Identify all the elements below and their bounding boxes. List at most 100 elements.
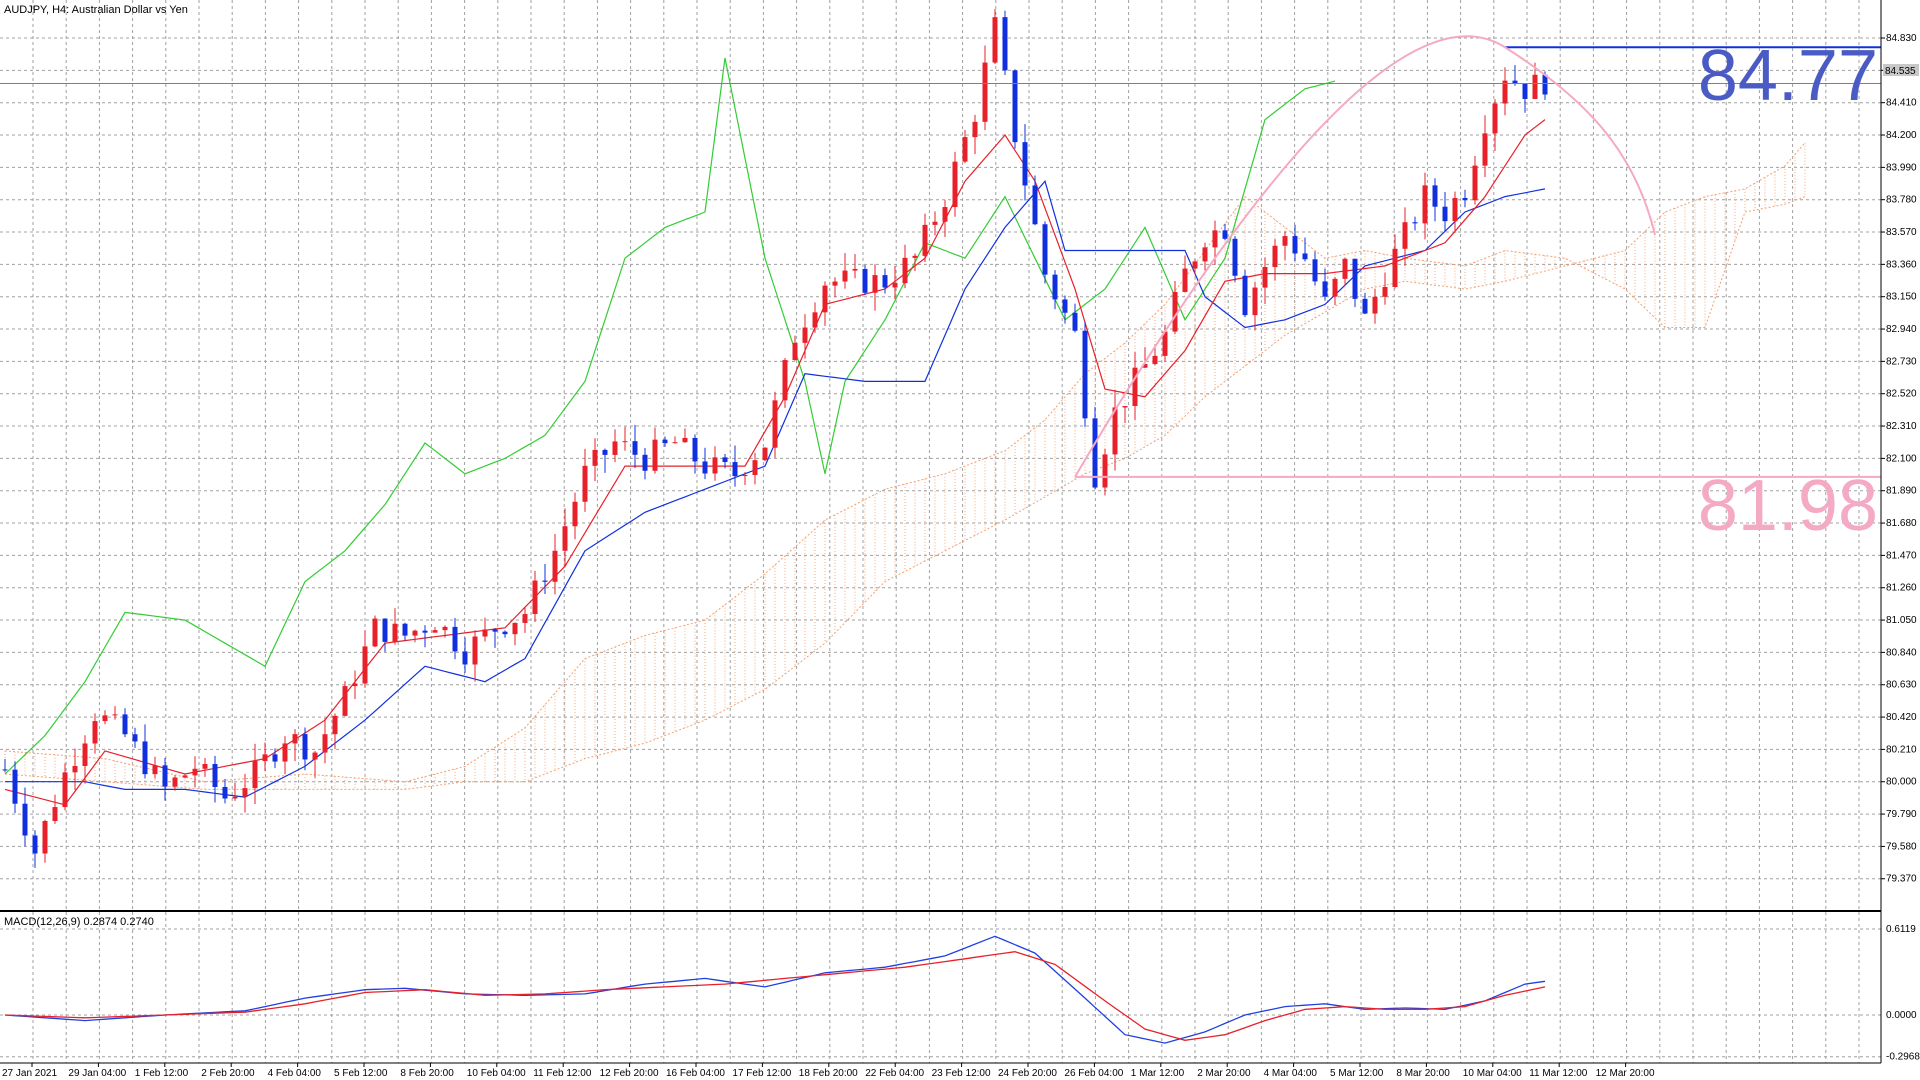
candle-body[interactable] — [492, 629, 498, 632]
candle-body[interactable] — [1072, 312, 1078, 331]
candle[interactable] — [1142, 347, 1148, 369]
candle-body[interactable] — [1252, 287, 1258, 316]
candle-body[interactable] — [522, 614, 528, 623]
candle[interactable] — [172, 774, 178, 791]
candle-body[interactable] — [342, 686, 348, 716]
candle-body[interactable] — [712, 457, 718, 474]
candle[interactable] — [472, 630, 478, 682]
candle-body[interactable] — [842, 270, 848, 282]
candle[interactable] — [902, 244, 908, 289]
candle[interactable] — [482, 617, 488, 642]
candle[interactable] — [1282, 231, 1288, 261]
candle-body[interactable] — [1162, 331, 1168, 356]
candle[interactable] — [662, 436, 668, 447]
candle-body[interactable] — [392, 623, 398, 642]
candle[interactable] — [42, 819, 48, 863]
candle-body[interactable] — [852, 268, 858, 271]
candle[interactable] — [142, 724, 148, 779]
candle[interactable] — [92, 713, 98, 754]
candle[interactable] — [82, 735, 88, 784]
candle-body[interactable] — [542, 580, 548, 582]
candle-body[interactable] — [2, 769, 8, 771]
candle[interactable] — [222, 778, 228, 804]
candle[interactable] — [562, 508, 568, 568]
candle[interactable] — [512, 622, 518, 646]
candle-body[interactable] — [532, 580, 538, 615]
candle-body[interactable] — [862, 268, 868, 293]
candle-body[interactable] — [762, 447, 768, 461]
candles[interactable] — [2, 8, 1548, 868]
candle[interactable] — [892, 266, 898, 299]
candle-body[interactable] — [1512, 80, 1518, 85]
candle[interactable] — [242, 773, 248, 813]
candle-body[interactable] — [822, 285, 828, 313]
candle-body[interactable] — [582, 465, 588, 502]
candle-body[interactable] — [1302, 253, 1308, 260]
candle[interactable] — [492, 628, 498, 648]
candle-body[interactable] — [722, 457, 728, 463]
candle[interactable] — [982, 45, 988, 131]
candle-body[interactable] — [32, 835, 38, 854]
candle[interactable] — [572, 492, 578, 540]
candle[interactable] — [732, 445, 738, 487]
candle-body[interactable] — [472, 636, 478, 665]
candle-body[interactable] — [182, 775, 188, 778]
candle[interactable] — [1442, 191, 1448, 232]
candle[interactable] — [882, 268, 888, 294]
candle[interactable] — [1082, 321, 1088, 427]
candle-body[interactable] — [802, 327, 808, 343]
candle-body[interactable] — [592, 449, 598, 466]
candle-body[interactable] — [122, 714, 128, 735]
candle[interactable] — [232, 783, 238, 801]
candle-body[interactable] — [782, 360, 788, 401]
candle[interactable] — [642, 447, 648, 480]
candle-body[interactable] — [882, 275, 888, 288]
candle-body[interactable] — [362, 646, 368, 684]
candle-body[interactable] — [432, 630, 438, 633]
candle-body[interactable] — [792, 342, 798, 361]
candle[interactable] — [192, 756, 198, 788]
candle[interactable] — [1232, 236, 1238, 282]
candle-body[interactable] — [962, 137, 968, 162]
candle-body[interactable] — [672, 442, 678, 444]
candle[interactable] — [592, 438, 598, 482]
candle-body[interactable] — [1542, 74, 1548, 95]
candle[interactable] — [712, 446, 718, 481]
candle[interactable] — [1112, 389, 1118, 471]
candle-body[interactable] — [382, 618, 388, 642]
candle[interactable] — [252, 743, 258, 804]
candle[interactable] — [1242, 269, 1248, 318]
candle-body[interactable] — [462, 651, 468, 665]
candle-body[interactable] — [1222, 230, 1228, 239]
candle[interactable] — [462, 637, 468, 673]
candle-body[interactable] — [102, 715, 108, 722]
candle-body[interactable] — [352, 683, 358, 687]
candle[interactable] — [542, 563, 548, 595]
candle[interactable] — [1512, 65, 1518, 86]
candle-body[interactable] — [302, 734, 308, 760]
candle[interactable] — [392, 608, 398, 645]
candle[interactable] — [1362, 292, 1368, 315]
candle-body[interactable] — [1462, 197, 1468, 201]
candle-body[interactable] — [452, 626, 458, 652]
candle-body[interactable] — [1432, 185, 1438, 207]
candle-body[interactable] — [202, 763, 208, 769]
candle-body[interactable] — [442, 626, 448, 631]
candle[interactable] — [1262, 257, 1268, 305]
candle[interactable] — [1392, 234, 1398, 289]
candle[interactable] — [1502, 67, 1508, 116]
candle[interactable] — [1122, 405, 1128, 424]
candle-body[interactable] — [82, 743, 88, 766]
candle-body[interactable] — [1212, 230, 1218, 248]
candle[interactable] — [692, 434, 698, 474]
candle[interactable] — [382, 618, 388, 652]
candle[interactable] — [1332, 276, 1338, 306]
candle[interactable] — [1202, 242, 1208, 271]
candle-body[interactable] — [252, 761, 258, 789]
candle[interactable] — [782, 358, 788, 408]
candle-body[interactable] — [222, 786, 228, 799]
candle-body[interactable] — [412, 630, 418, 636]
candle-body[interactable] — [42, 821, 48, 854]
candle[interactable] — [1302, 237, 1308, 262]
candle[interactable] — [1352, 258, 1358, 308]
